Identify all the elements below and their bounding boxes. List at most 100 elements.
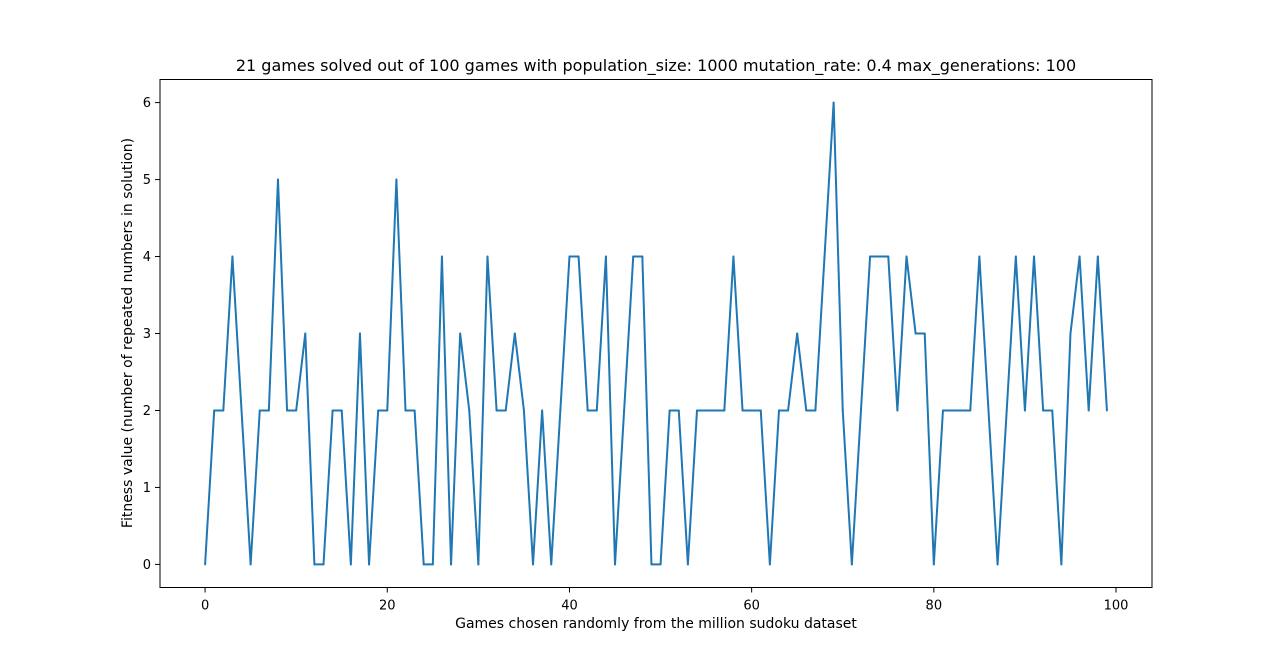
data-point bbox=[1060, 563, 1063, 566]
data-point bbox=[951, 409, 954, 412]
data-point bbox=[695, 409, 698, 412]
data-point bbox=[805, 409, 808, 412]
data-point bbox=[1042, 409, 1045, 412]
series-line bbox=[204, 101, 1108, 566]
data-point bbox=[541, 409, 544, 412]
data-point bbox=[413, 409, 416, 412]
data-point bbox=[887, 255, 890, 258]
data-point bbox=[641, 255, 644, 258]
data-point bbox=[1078, 255, 1081, 258]
x-tick-label: 20 bbox=[379, 599, 396, 614]
data-point bbox=[632, 255, 635, 258]
x-axis-label: Games chosen randomly from the million s… bbox=[455, 616, 857, 632]
data-point bbox=[368, 563, 371, 566]
data-point bbox=[267, 409, 270, 412]
chart-title: 21 games solved out of 100 games with po… bbox=[236, 56, 1076, 76]
y-tick-label: 2 bbox=[143, 404, 151, 419]
y-tick-label: 4 bbox=[143, 250, 151, 265]
y-tick-label: 6 bbox=[143, 96, 151, 111]
data-point bbox=[568, 255, 571, 258]
y-ticks: 0 1 2 3 4 5 6 bbox=[143, 96, 160, 573]
data-point bbox=[841, 409, 844, 412]
data-point bbox=[404, 409, 407, 412]
data-point bbox=[468, 409, 471, 412]
y-tick-label: 3 bbox=[143, 327, 151, 342]
y-tick-label: 0 bbox=[143, 558, 151, 573]
data-point bbox=[249, 563, 252, 566]
data-point bbox=[905, 255, 908, 258]
data-point bbox=[878, 255, 881, 258]
data-point bbox=[869, 255, 872, 258]
data-point bbox=[222, 409, 225, 412]
data-point bbox=[1014, 255, 1017, 258]
data-point bbox=[213, 409, 216, 412]
data-point bbox=[431, 563, 434, 566]
y-tick-label: 5 bbox=[143, 173, 151, 188]
x-tick-label: 40 bbox=[561, 599, 578, 614]
data-point bbox=[331, 409, 334, 412]
x-tick-label: 100 bbox=[1104, 599, 1129, 614]
data-point bbox=[896, 409, 899, 412]
data-point bbox=[322, 563, 325, 566]
data-point bbox=[677, 409, 680, 412]
data-point bbox=[714, 409, 717, 412]
data-point bbox=[987, 409, 990, 412]
data-point bbox=[1023, 409, 1026, 412]
data-point bbox=[732, 255, 735, 258]
data-point bbox=[486, 255, 489, 258]
data-point bbox=[814, 409, 817, 412]
data-point bbox=[286, 409, 289, 412]
data-point bbox=[923, 332, 926, 335]
data-point bbox=[340, 409, 343, 412]
data-point bbox=[477, 563, 480, 566]
data-point bbox=[604, 255, 607, 258]
data-point bbox=[741, 409, 744, 412]
data-point bbox=[377, 409, 380, 412]
data-point bbox=[395, 178, 398, 181]
data-point bbox=[358, 332, 361, 335]
data-point bbox=[659, 563, 662, 566]
data-point bbox=[623, 409, 626, 412]
data-point bbox=[750, 409, 753, 412]
data-point bbox=[577, 255, 580, 258]
y-tick-label: 1 bbox=[143, 481, 151, 496]
data-point bbox=[559, 409, 562, 412]
data-point bbox=[532, 563, 535, 566]
data-point bbox=[650, 563, 653, 566]
data-point bbox=[450, 563, 453, 566]
data-points bbox=[204, 101, 1108, 566]
data-point bbox=[914, 332, 917, 335]
data-point bbox=[595, 409, 598, 412]
data-point bbox=[668, 409, 671, 412]
plot-frame bbox=[159, 79, 1153, 588]
data-point bbox=[349, 563, 352, 566]
data-point bbox=[386, 409, 389, 412]
data-point bbox=[504, 409, 507, 412]
y-axis-label: Fitness value (number of repeated number… bbox=[120, 138, 136, 528]
data-point bbox=[313, 563, 316, 566]
data-point bbox=[723, 409, 726, 412]
data-point bbox=[522, 409, 525, 412]
data-point bbox=[787, 409, 790, 412]
data-point bbox=[422, 563, 425, 566]
x-ticks: 0 20 40 60 80 100 bbox=[201, 587, 1129, 614]
data-point bbox=[204, 563, 207, 566]
data-point bbox=[459, 332, 462, 335]
data-point bbox=[686, 563, 689, 566]
data-point bbox=[1005, 409, 1008, 412]
data-point bbox=[550, 563, 553, 566]
data-point bbox=[1087, 409, 1090, 412]
data-point bbox=[1069, 332, 1072, 335]
data-point bbox=[768, 563, 771, 566]
data-point bbox=[978, 255, 981, 258]
data-point bbox=[1051, 409, 1054, 412]
data-point bbox=[941, 409, 944, 412]
data-point bbox=[1096, 255, 1099, 258]
data-point bbox=[231, 255, 234, 258]
data-point bbox=[586, 409, 589, 412]
data-point bbox=[240, 409, 243, 412]
data-point bbox=[796, 332, 799, 335]
data-point bbox=[823, 255, 826, 258]
data-point bbox=[932, 563, 935, 566]
